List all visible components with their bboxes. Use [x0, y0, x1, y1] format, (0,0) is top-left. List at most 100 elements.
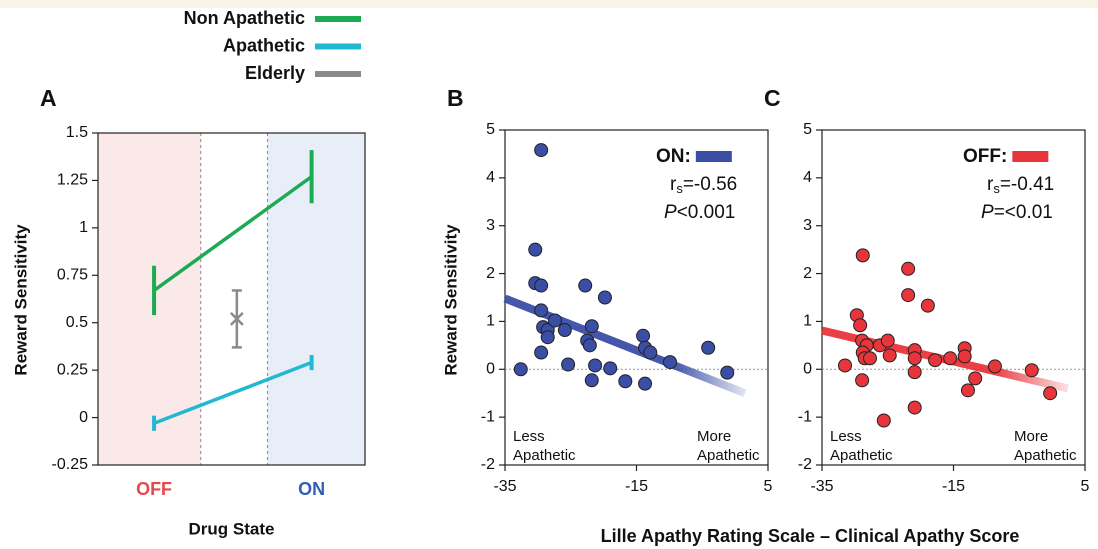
y-tick-label: 1 [803, 313, 812, 330]
corr-sub: s [676, 181, 683, 196]
point [603, 361, 618, 376]
point [920, 298, 935, 313]
point [855, 248, 870, 263]
point [557, 323, 572, 338]
x-tick-label: -15 [942, 478, 965, 495]
point [701, 340, 716, 355]
point [907, 351, 922, 366]
series-line [153, 175, 313, 292]
annotation: Apathetic [513, 447, 576, 464]
point [636, 328, 651, 343]
point [855, 373, 870, 388]
point [853, 318, 868, 333]
point [584, 319, 599, 334]
point [534, 278, 549, 293]
y-tick-label: 5 [486, 121, 495, 138]
point [943, 351, 958, 366]
y-tick-label: 3 [486, 217, 495, 234]
y-axis-title: Reward Sensitivity [11, 224, 30, 376]
point [584, 373, 599, 388]
series-line [153, 360, 313, 425]
point [882, 348, 897, 363]
p-value: P=<0.01 [981, 202, 1053, 223]
x-tick-label: OFF [136, 479, 172, 499]
correlation: rs=-0.41 [987, 174, 1054, 196]
legend-label: Elderly [245, 63, 305, 83]
point [880, 333, 895, 348]
point [987, 359, 1002, 374]
point [907, 400, 922, 415]
top-strip [0, 0, 1098, 8]
point [901, 261, 916, 276]
y-tick-label: 1.5 [66, 124, 88, 141]
x-tick-label: ON [298, 479, 325, 499]
point [588, 358, 603, 373]
legend-label: Non Apathetic [184, 8, 305, 28]
y-tick-label: 0 [486, 361, 495, 378]
panel-label: A [40, 85, 57, 111]
x-tick-label: -35 [493, 478, 516, 495]
point [960, 383, 975, 398]
legend-label: Apathetic [223, 35, 305, 55]
annotation: Apathetic [1014, 447, 1077, 464]
point [968, 371, 983, 386]
y-tick-label: 0.25 [57, 361, 88, 378]
y-tick-label: -1 [481, 408, 495, 425]
point [534, 345, 549, 360]
annotation: More [1014, 428, 1048, 445]
point [534, 303, 549, 318]
legend-swatch [1012, 151, 1049, 162]
point [618, 374, 633, 389]
point [720, 365, 735, 380]
annotation: Apathetic [697, 447, 760, 464]
correlation: rs=-0.56 [670, 174, 737, 196]
annotation: Less [830, 428, 862, 445]
x-axis-title: Lille Apathy Rating Scale – Clinical Apa… [601, 526, 1020, 546]
corr-symbol: r [987, 174, 994, 195]
p-symbol: P [981, 202, 994, 223]
point [582, 338, 597, 353]
point [561, 357, 576, 372]
plot-frame [97, 132, 366, 466]
panel-label: B [447, 85, 464, 111]
point [663, 355, 678, 370]
point [540, 330, 555, 345]
point [534, 143, 549, 158]
y-tick-label: 4 [803, 169, 812, 186]
y-tick-label: -2 [798, 456, 812, 473]
corr-value: =-0.41 [1000, 174, 1054, 195]
legend-label: OFF: [963, 146, 1007, 167]
point [638, 376, 653, 391]
point [957, 349, 972, 364]
point [597, 290, 612, 305]
y-axis-title: Reward Sensitivity [441, 224, 460, 376]
y-tick-label: -2 [481, 456, 495, 473]
y-tick-label: 1.25 [57, 172, 88, 189]
y-tick-label: 1 [486, 313, 495, 330]
y-tick-label: 3 [803, 217, 812, 234]
p-text: <0.001 [677, 202, 736, 223]
point [1024, 363, 1039, 378]
y-tick-label: 5 [803, 121, 812, 138]
annotation: Apathetic [830, 447, 893, 464]
corr-sub: s [993, 181, 1000, 196]
panel-label: C [764, 85, 781, 111]
y-tick-label: -0.25 [52, 456, 89, 473]
y-tick-label: 0.75 [57, 267, 88, 284]
y-tick-label: 0 [79, 409, 88, 426]
y-tick-label: 4 [486, 169, 495, 186]
corr-symbol: r [670, 174, 677, 195]
x-tick-label: 5 [1081, 478, 1090, 495]
point [513, 362, 528, 377]
point [862, 351, 877, 366]
point [838, 358, 853, 373]
point [907, 365, 922, 380]
x-tick-label: 5 [764, 478, 773, 495]
x-tick-label: -35 [810, 478, 833, 495]
y-tick-label: 0.5 [66, 314, 88, 331]
y-tick-label: 2 [803, 265, 812, 282]
point-marker [229, 312, 244, 326]
y-tick-label: 0 [803, 361, 812, 378]
y-tick-label: 1 [79, 219, 88, 236]
